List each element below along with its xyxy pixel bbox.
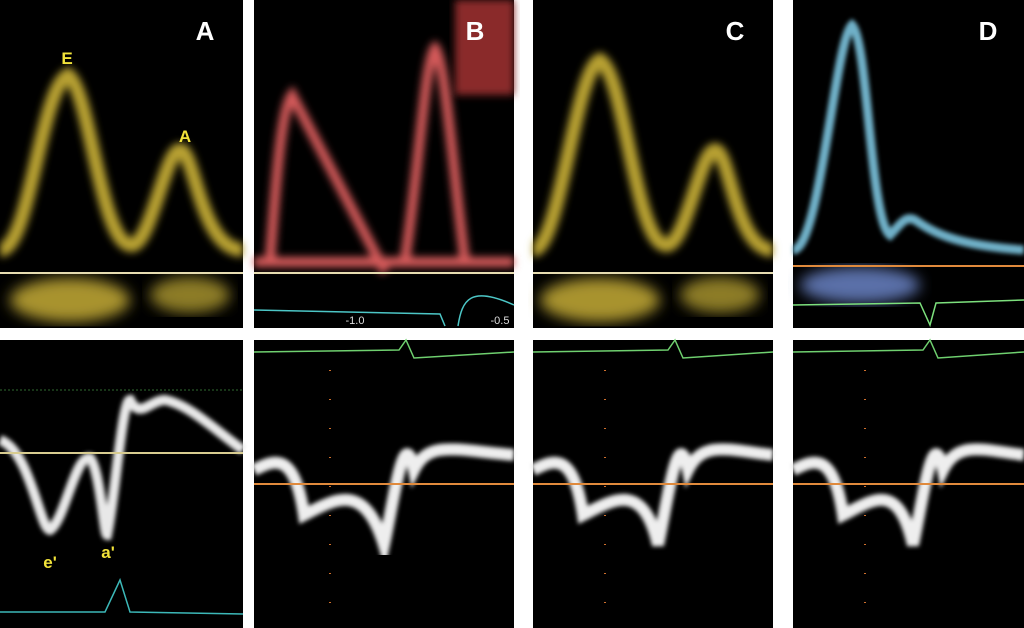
panel-label: B xyxy=(466,16,485,46)
panel-b-top: B -1.0 -0.5 xyxy=(253,0,515,328)
panel-label: A xyxy=(196,16,215,46)
panel-a-bottom: e' a' xyxy=(0,340,246,628)
annotation: a' xyxy=(101,543,115,562)
panel-c-top: C xyxy=(530,0,775,328)
panel-b-bottom xyxy=(251,338,515,628)
axis-label: -1.0 xyxy=(346,315,365,327)
panel-label: D xyxy=(979,16,998,46)
panel-a-top: A E A xyxy=(0,0,245,328)
panel-label: C xyxy=(726,16,745,46)
panel-d-top: D xyxy=(791,0,1024,328)
axis-label: -0.5 xyxy=(491,315,510,327)
panel-c-bottom xyxy=(530,338,774,628)
annotation: A xyxy=(179,127,191,146)
annotation: E xyxy=(61,49,72,68)
annotation: e' xyxy=(43,553,57,572)
panel-d-bottom xyxy=(790,338,1024,628)
